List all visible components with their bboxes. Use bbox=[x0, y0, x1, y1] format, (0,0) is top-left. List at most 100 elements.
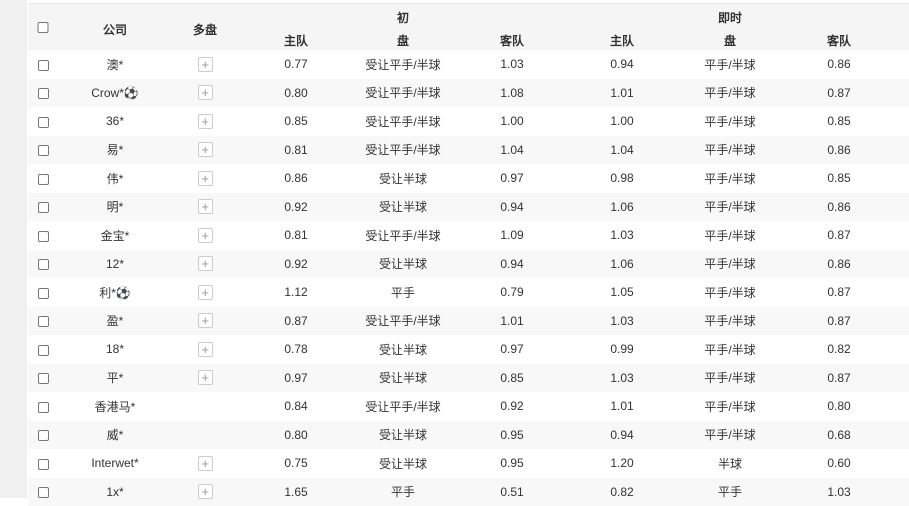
plus-icon: + bbox=[198, 484, 213, 499]
company-name: 平* bbox=[58, 369, 172, 386]
live-handicap: 平手/半球 bbox=[672, 312, 788, 329]
live-handicap: 平手/半球 bbox=[672, 255, 788, 272]
row-checkbox[interactable] bbox=[28, 399, 58, 413]
plus-icon: + bbox=[198, 57, 213, 72]
initial-away-odds: 1.09 bbox=[452, 228, 572, 242]
expand-multi-button[interactable]: + bbox=[172, 199, 238, 214]
initial-home-odds: 0.84 bbox=[238, 399, 354, 413]
row-checkbox[interactable] bbox=[28, 143, 58, 157]
company-name: 伟* bbox=[58, 170, 172, 187]
row-checkbox[interactable] bbox=[28, 314, 58, 328]
expand-multi-button[interactable]: + bbox=[172, 456, 238, 471]
live-away-odds: 0.68 bbox=[788, 428, 890, 442]
initial-away-odds: 0.51 bbox=[452, 485, 572, 499]
initial-away-odds: 1.04 bbox=[452, 143, 572, 157]
expand-multi-button[interactable]: + bbox=[172, 484, 238, 499]
company-name: 盈* bbox=[58, 312, 172, 329]
initial-handicap: 受让平手/半球 bbox=[354, 312, 452, 329]
initial-handicap: 受让平手/半球 bbox=[354, 113, 452, 130]
table-header: 公司 多盘 初 即时 主队 盘 客队 主队 盘 客队 bbox=[28, 3, 909, 50]
live-home-odds: 1.06 bbox=[572, 200, 672, 214]
plus-icon: + bbox=[198, 228, 213, 243]
initial-away-odds: 1.03 bbox=[452, 57, 572, 71]
initial-handicap: 受让平手/半球 bbox=[354, 398, 452, 415]
company-name: 易* bbox=[58, 141, 172, 158]
select-all-checkbox[interactable] bbox=[38, 20, 49, 34]
live-home-odds: 1.01 bbox=[572, 399, 672, 413]
live-away-odds: 0.87 bbox=[788, 228, 890, 242]
row-checkbox[interactable] bbox=[28, 57, 58, 71]
live-away-odds: 1.03 bbox=[788, 485, 890, 499]
row-checkbox[interactable] bbox=[28, 200, 58, 214]
initial-home-odds: 1.12 bbox=[238, 285, 354, 299]
live-handicap: 平手/半球 bbox=[672, 398, 788, 415]
plus-icon: + bbox=[198, 285, 213, 300]
expand-multi-button[interactable]: + bbox=[172, 85, 238, 100]
expand-multi-button[interactable]: + bbox=[172, 228, 238, 243]
live-handicap: 平手/半球 bbox=[672, 56, 788, 73]
row-checkbox[interactable] bbox=[28, 485, 58, 499]
expand-multi-button[interactable]: + bbox=[172, 171, 238, 186]
live-handicap: 平手/半球 bbox=[672, 113, 788, 130]
expand-multi-button[interactable]: + bbox=[172, 256, 238, 271]
initial-home-odds: 0.80 bbox=[238, 86, 354, 100]
initial-handicap: 受让平手/半球 bbox=[354, 227, 452, 244]
header-multi: 多盘 bbox=[193, 21, 217, 38]
company-name: 1x* bbox=[58, 485, 172, 499]
row-checkbox[interactable] bbox=[28, 171, 58, 185]
live-away-odds: 0.87 bbox=[788, 314, 890, 328]
expand-multi-button[interactable]: + bbox=[172, 114, 238, 129]
row-checkbox[interactable] bbox=[28, 86, 58, 100]
live-away-odds: 0.86 bbox=[788, 257, 890, 271]
live-home-odds: 1.01 bbox=[572, 86, 672, 100]
live-away-odds: 0.85 bbox=[788, 171, 890, 185]
initial-away-odds: 0.79 bbox=[452, 285, 572, 299]
row-checkbox[interactable] bbox=[28, 456, 58, 470]
row-checkbox[interactable] bbox=[28, 114, 58, 128]
header-initial-home: 主队 bbox=[284, 32, 308, 49]
initial-away-odds: 1.00 bbox=[452, 114, 572, 128]
live-handicap: 平手/半球 bbox=[672, 284, 788, 301]
header-live: 即时 bbox=[718, 9, 742, 26]
initial-away-odds: 0.97 bbox=[452, 342, 572, 356]
expand-multi-button[interactable]: + bbox=[172, 370, 238, 385]
initial-home-odds: 0.80 bbox=[238, 428, 354, 442]
initial-home-odds: 0.85 bbox=[238, 114, 354, 128]
header-company: 公司 bbox=[103, 21, 127, 38]
company-name: 澳* bbox=[58, 56, 172, 73]
expand-multi-button[interactable]: + bbox=[172, 142, 238, 157]
expand-multi-button[interactable]: + bbox=[172, 342, 238, 357]
row-checkbox[interactable] bbox=[28, 228, 58, 242]
plus-icon: + bbox=[198, 256, 213, 271]
live-home-odds: 0.94 bbox=[572, 57, 672, 71]
initial-away-odds: 1.08 bbox=[452, 86, 572, 100]
expand-multi-button[interactable]: + bbox=[172, 57, 238, 72]
plus-icon: + bbox=[198, 313, 213, 328]
live-handicap: 平手/半球 bbox=[672, 141, 788, 158]
row-checkbox[interactable] bbox=[28, 257, 58, 271]
header-initial-away: 客队 bbox=[500, 32, 524, 49]
initial-home-odds: 0.86 bbox=[238, 171, 354, 185]
live-away-odds: 0.87 bbox=[788, 371, 890, 385]
company-name: 威* bbox=[58, 426, 172, 443]
row-checkbox[interactable] bbox=[28, 342, 58, 356]
company-name: 香港马* bbox=[58, 398, 172, 415]
row-checkbox[interactable] bbox=[28, 428, 58, 442]
row-checkbox[interactable] bbox=[28, 285, 58, 299]
row-checkbox[interactable] bbox=[28, 371, 58, 385]
live-home-odds: 1.20 bbox=[572, 456, 672, 470]
initial-handicap: 受让半球 bbox=[354, 255, 452, 272]
company-name: 18* bbox=[58, 342, 172, 356]
live-away-odds: 0.60 bbox=[788, 456, 890, 470]
expand-multi-button[interactable]: + bbox=[172, 313, 238, 328]
expand-multi-button[interactable]: + bbox=[172, 285, 238, 300]
